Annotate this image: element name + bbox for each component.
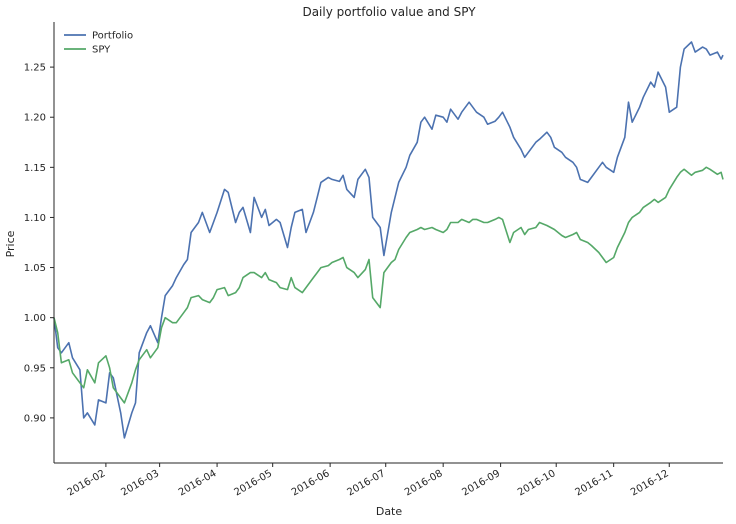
y-tick-label: 1.15 <box>24 163 46 174</box>
legend: Portfolio SPY <box>64 31 133 56</box>
legend-label-spy: SPY <box>92 45 111 56</box>
y-tick-label: 1.05 <box>24 263 46 274</box>
x-tick-label: 2016-11 <box>573 468 615 498</box>
y-tick-label: 1.25 <box>24 63 46 74</box>
y-tick-label: 0.90 <box>24 413 46 424</box>
y-tick-label: 1.10 <box>24 213 46 224</box>
x-tick-label: 2016-08 <box>403 468 445 498</box>
plot-area <box>53 41 724 439</box>
chart-title: Daily portfolio value and SPY <box>302 5 476 19</box>
y-axis-ticks: 0.90 0.95 1.00 1.05 1.10 1.15 1.20 1.25 <box>24 63 54 424</box>
x-tick-label: 2016-06 <box>290 468 332 498</box>
x-tick-label: 2016-12 <box>629 468 671 498</box>
x-tick-label: 2016-10 <box>516 468 558 498</box>
y-tick-label: 1.00 <box>24 313 46 324</box>
x-tick-label: 2016-05 <box>232 468 274 498</box>
x-tick-label: 2016-04 <box>177 468 219 498</box>
y-tick-label: 1.20 <box>24 113 46 124</box>
series-line-portfolio <box>53 41 724 439</box>
y-axis-label: Price <box>4 230 17 257</box>
x-tick-label: 2016-03 <box>119 468 161 498</box>
x-tick-label: 2016-09 <box>460 468 502 498</box>
legend-label-portfolio: Portfolio <box>92 31 133 42</box>
x-axis-ticks: 2016-02 2016-03 2016-04 2016-05 2016-06 2016-… <box>66 463 671 498</box>
y-tick-label: 0.95 <box>24 363 46 374</box>
x-tick-label: 2016-02 <box>66 468 108 498</box>
x-axis-label: Date <box>376 505 403 518</box>
x-tick-label: 2016-07 <box>346 468 388 498</box>
series-line-spy <box>53 166 724 404</box>
